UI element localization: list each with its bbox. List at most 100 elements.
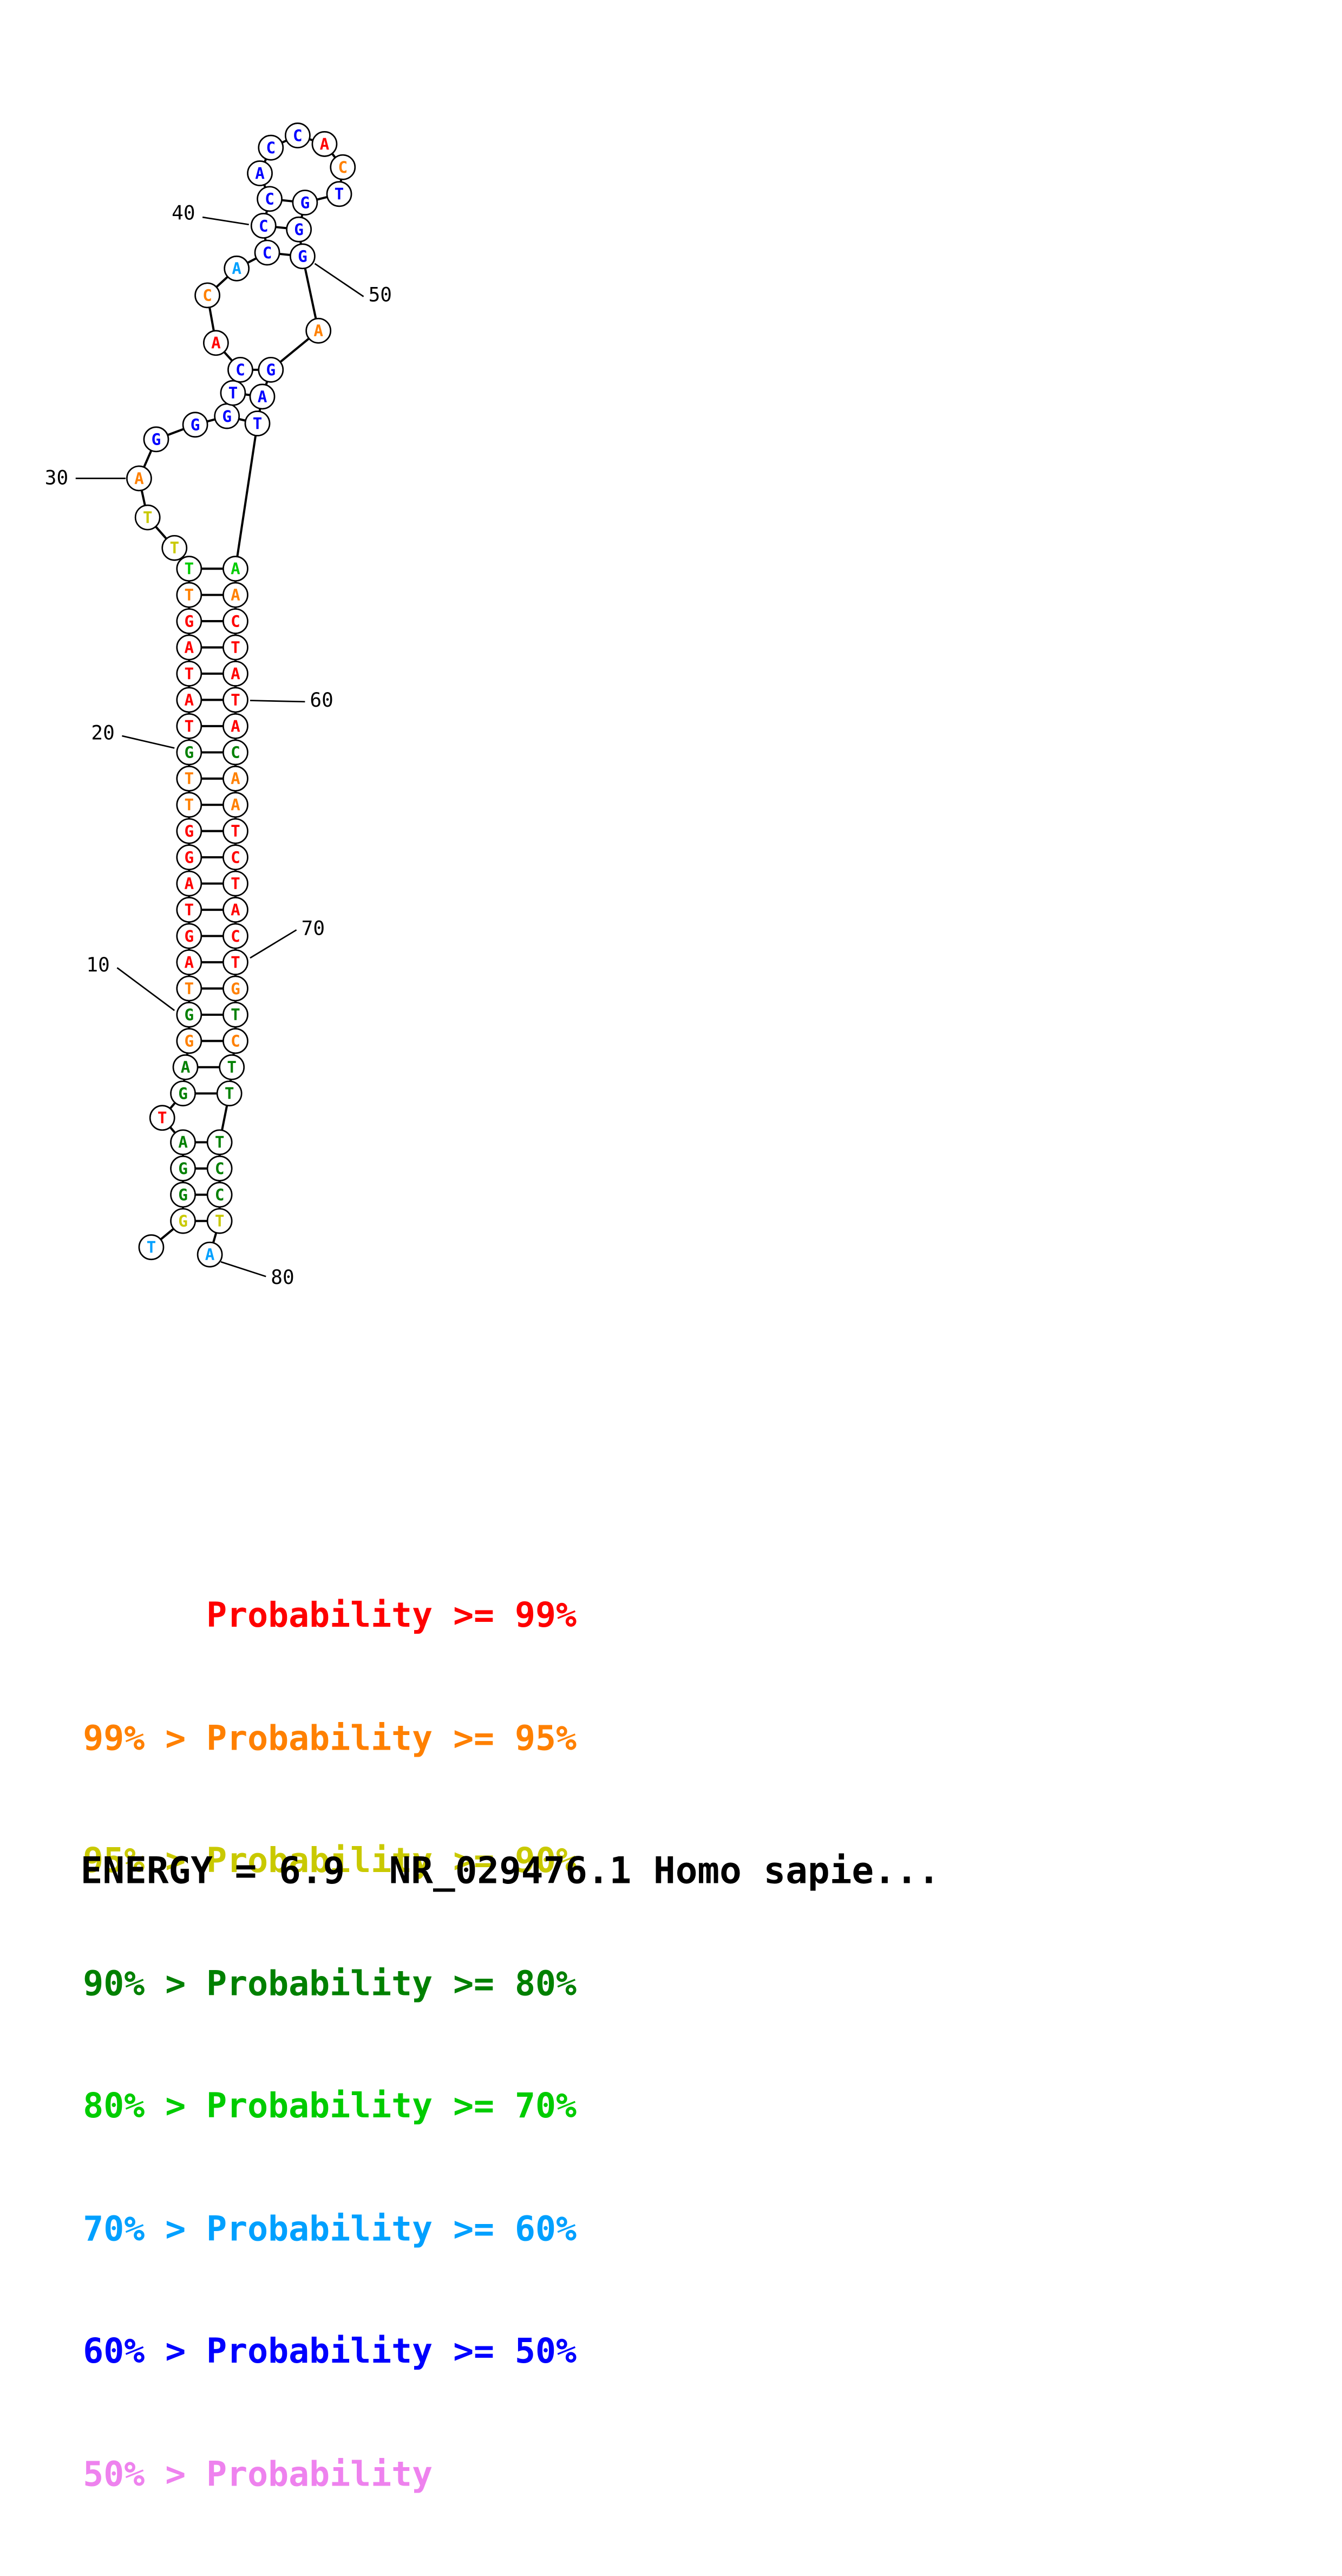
position-label: 40 <box>172 202 195 225</box>
nucleotide-base: G <box>231 980 240 998</box>
position-label: 30 <box>45 467 68 490</box>
nucleotide-circle <box>258 134 284 161</box>
nucleotide-base: T <box>184 796 194 814</box>
nucleotide-base: A <box>231 769 240 788</box>
nucleotide-base: T <box>184 980 194 998</box>
nucleotide-circle <box>222 844 248 871</box>
nucleotide-circle <box>176 949 202 975</box>
nucleotide-base: T <box>184 560 194 578</box>
nucleotide-base: A <box>134 469 144 488</box>
position-label: 50 <box>369 284 392 306</box>
nucleotide-base: T <box>225 1085 234 1103</box>
nucleotide-base: C <box>231 744 240 762</box>
nucleotide-circle <box>222 556 248 582</box>
nucleotide-base: A <box>258 388 267 406</box>
nucleotide-base: G <box>298 247 307 266</box>
nucleotide-circle <box>290 243 316 270</box>
nucleotide-base: T <box>184 901 194 919</box>
nucleotide-circle <box>176 582 202 608</box>
rna-structure-diagram: 1020304050607080TGGGATGAGGTAGTAGGTTGTATA… <box>45 122 392 1289</box>
nucleotide-circle <box>149 1105 175 1131</box>
nucleotide-base: T <box>231 822 240 840</box>
nucleotide-circle <box>247 160 273 186</box>
nucleotide-base: G <box>178 1212 188 1230</box>
nucleotide-base: G <box>294 220 304 239</box>
legend-item: 90% > Probability >= 80% <box>83 1962 577 2004</box>
nucleotide-circle <box>222 582 248 608</box>
nucleotide-circle <box>257 186 283 212</box>
nucleotide-circle <box>176 897 202 923</box>
nucleotide-base: A <box>178 1133 188 1152</box>
nucleotide-base: C <box>293 127 303 145</box>
nucleotide-base: A <box>232 259 241 278</box>
nucleotide-base: C <box>215 1186 225 1204</box>
nucleotide-circle <box>176 687 202 713</box>
nucleotide-circle <box>170 1155 196 1182</box>
nucleotide-base: T <box>227 1058 237 1077</box>
nucleotide-circle <box>176 923 202 949</box>
nucleotide-circle <box>250 213 277 239</box>
position-label: 60 <box>310 689 333 712</box>
nucleotide-base: C <box>231 612 240 630</box>
backbone-bond <box>234 423 259 569</box>
nucleotide-base: T <box>215 1212 225 1230</box>
legend-item: 50% > Probability <box>83 2453 433 2494</box>
nucleotide-base: G <box>178 1186 188 1204</box>
nucleotide-circle <box>176 870 202 897</box>
position-label-line <box>220 1261 266 1277</box>
nucleotide-base: A <box>231 586 240 604</box>
nucleotide-base: T <box>231 638 240 657</box>
nucleotide-base: G <box>184 1006 194 1024</box>
nucleotide-base: C <box>266 139 276 157</box>
nucleotide-circle <box>244 410 271 436</box>
nucleotide-circle <box>176 556 202 582</box>
nucleotide-base: A <box>320 135 330 153</box>
nucleotide-base: C <box>338 158 348 177</box>
nucleotide-circle <box>172 1054 199 1080</box>
nucleotide-circle <box>182 412 208 438</box>
nucleotide-circle <box>222 1028 248 1054</box>
nucleotide-base: T <box>253 414 263 433</box>
nucleotide-circle <box>326 181 352 207</box>
nucleotide-base: G <box>184 1032 194 1051</box>
nucleotide-circle <box>170 1080 196 1107</box>
nucleotide-circle <box>222 949 248 975</box>
nucleotide-circle <box>161 534 188 561</box>
nucleotide-base: T <box>143 508 153 527</box>
nucleotide-circle <box>227 356 253 383</box>
nucleotide-base: T <box>231 875 240 893</box>
nucleotide-base: C <box>231 849 240 867</box>
nucleotide-circle <box>206 1155 233 1182</box>
nucleotide-base: G <box>222 407 232 426</box>
nucleotide-circle <box>138 1234 165 1261</box>
position-label: 70 <box>302 917 325 940</box>
nucleotide-circle <box>206 1129 233 1156</box>
nucleotide-circle <box>134 504 161 531</box>
nucleotide-circle <box>206 1208 233 1234</box>
nucleotide-base: T <box>184 717 194 735</box>
nucleotide-base: G <box>152 431 161 449</box>
nucleotide-base: A <box>184 691 194 709</box>
nucleotide-base: A <box>231 717 240 735</box>
nucleotide-circle <box>286 216 312 243</box>
nucleotide-circle <box>176 765 202 792</box>
nucleotide-base: G <box>266 361 276 379</box>
nucleotide-base: C <box>235 361 245 379</box>
position-label-line <box>202 216 249 225</box>
nucleotide-base: C <box>231 1032 240 1051</box>
nucleotide-base: T <box>184 664 194 683</box>
nucleotide-circle <box>176 739 202 766</box>
nucleotide-circle <box>330 154 356 180</box>
nucleotide-base: T <box>169 539 179 557</box>
nucleotide-circle <box>194 282 221 309</box>
nucleotide-base: A <box>255 164 265 182</box>
nucleotide-circle <box>222 818 248 844</box>
nucleotide-circle <box>222 608 248 634</box>
legend-item: 60% > Probability >= 50% <box>83 2331 577 2371</box>
nucleotide-circle <box>216 1080 243 1107</box>
nucleotide-base: A <box>184 638 194 657</box>
nucleotide-base: A <box>231 901 240 919</box>
legend-item: 80% > Probability >= 70% <box>83 2085 577 2126</box>
nucleotide-circle <box>176 608 202 634</box>
probability-legend: Probability >= 99% 99% > Probability >= … <box>83 1513 577 2576</box>
